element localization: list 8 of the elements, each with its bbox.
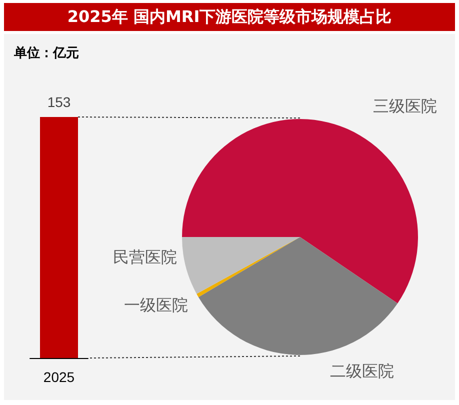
slice-label: 二级医院 bbox=[330, 362, 394, 380]
text: 2025年 国内MRI下游医院等级市场规模占比 bbox=[4, 3, 455, 31]
slice-label: 民营医院 bbox=[113, 248, 177, 266]
slice-label: 三级医院 bbox=[373, 98, 437, 116]
data-label: 153 bbox=[47, 94, 71, 110]
x-tick-label: 2025 bbox=[43, 369, 75, 385]
y-axis-title: 单位：亿元 bbox=[14, 45, 79, 62]
slice-label: 一级医院 bbox=[124, 296, 188, 314]
